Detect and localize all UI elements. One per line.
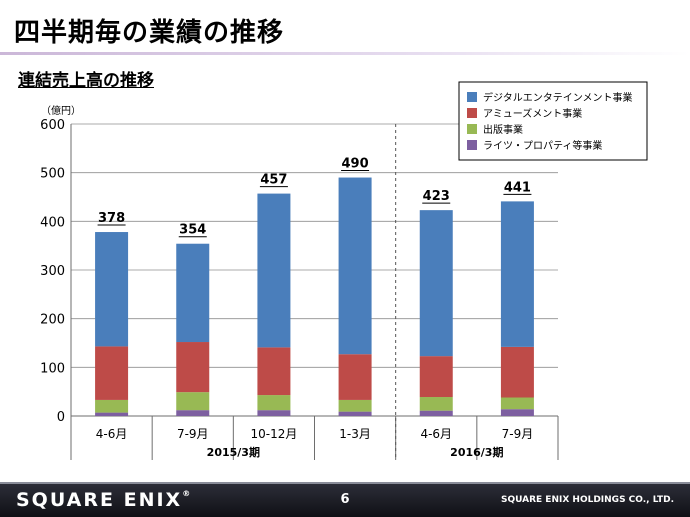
legend-label: デジタルエンタテインメント事業 [483, 91, 633, 104]
bar-segment [419, 210, 453, 357]
footer-bar: SQUARE ENIX® 6 SQUARE ENIX HOLDINGS CO.,… [0, 482, 690, 517]
x-tick-label: 4-6月 [96, 427, 128, 441]
stacked-bar-chart: 0 100 200 300 400 500 600（億円） 378 4-6月 354 7-9月 457… [40, 81, 648, 460]
legend-swatch [467, 92, 477, 102]
bar-segment [257, 410, 291, 416]
bar-segment [338, 411, 372, 416]
bar-segment [257, 395, 291, 411]
y-unit-label: （億円） [41, 104, 81, 117]
total-label: 441 [504, 180, 531, 195]
x-tick-label: 7-9月 [502, 427, 534, 441]
group-label: 2015/3期 [207, 445, 260, 459]
bar-segment [419, 410, 453, 416]
y-tick-label: 0 [57, 410, 65, 425]
bar-segment [95, 399, 129, 413]
y-tick-label: 500 [40, 167, 65, 182]
bar-segment [176, 392, 210, 411]
legend-label: アミューズメント事業 [483, 107, 582, 120]
x-tick-label: 4-6月 [420, 427, 452, 441]
total-label: 490 [342, 157, 369, 172]
legend-swatch [467, 140, 477, 150]
brand-logo: SQUARE ENIX® [16, 489, 190, 511]
legend-label: 出版事業 [483, 123, 523, 136]
section-title: 連結売上高の推移 [18, 71, 154, 91]
legend-swatch [467, 108, 477, 118]
bar-segment [95, 232, 129, 347]
bar-segment [257, 193, 291, 348]
legend-swatch [467, 124, 477, 134]
bar-segment [95, 346, 129, 400]
bar-segment [500, 201, 534, 347]
bar-segment [338, 177, 372, 355]
total-label: 354 [179, 223, 206, 238]
y-tick-label: 400 [40, 215, 65, 230]
brand-name: SQUARE ENIX [16, 489, 183, 511]
bar-segment [176, 342, 210, 393]
bar-segment [419, 356, 453, 398]
legend-label: ライツ・プロパティ等事業 [483, 139, 602, 152]
total-label: 423 [423, 189, 450, 204]
legend-box [458, 81, 648, 161]
x-tick-label: 7-9月 [177, 427, 209, 441]
y-tick-label: 100 [40, 361, 65, 376]
title-divider [0, 52, 690, 55]
bar-segment [500, 346, 534, 398]
bar-segment [338, 399, 372, 412]
total-label: 378 [98, 211, 125, 226]
company-name: SQUARE ENIX HOLDINGS CO., LTD. [500, 495, 674, 505]
y-tick-label: 200 [40, 313, 65, 328]
bar-segment [500, 397, 534, 410]
bar-segment [338, 354, 372, 400]
y-tick-label: 600 [40, 118, 65, 133]
footer-rule [0, 482, 690, 484]
bar-segment [95, 412, 129, 416]
bar-segment [176, 410, 210, 416]
bar-segment [176, 243, 210, 343]
bar-segment [500, 409, 534, 416]
group-label: 2016/3期 [450, 445, 503, 459]
x-tick-label: 10-12月 [250, 427, 297, 441]
total-label: 457 [260, 173, 287, 188]
page-number: 6 [340, 492, 350, 507]
bar-segment [419, 397, 453, 411]
registered-mark: ® [182, 489, 191, 498]
y-tick-label: 300 [40, 264, 65, 279]
page-title: 四半期毎の業績の推移 [14, 18, 285, 48]
bar-segment [257, 347, 291, 396]
x-tick-label: 1-3月 [339, 427, 371, 441]
